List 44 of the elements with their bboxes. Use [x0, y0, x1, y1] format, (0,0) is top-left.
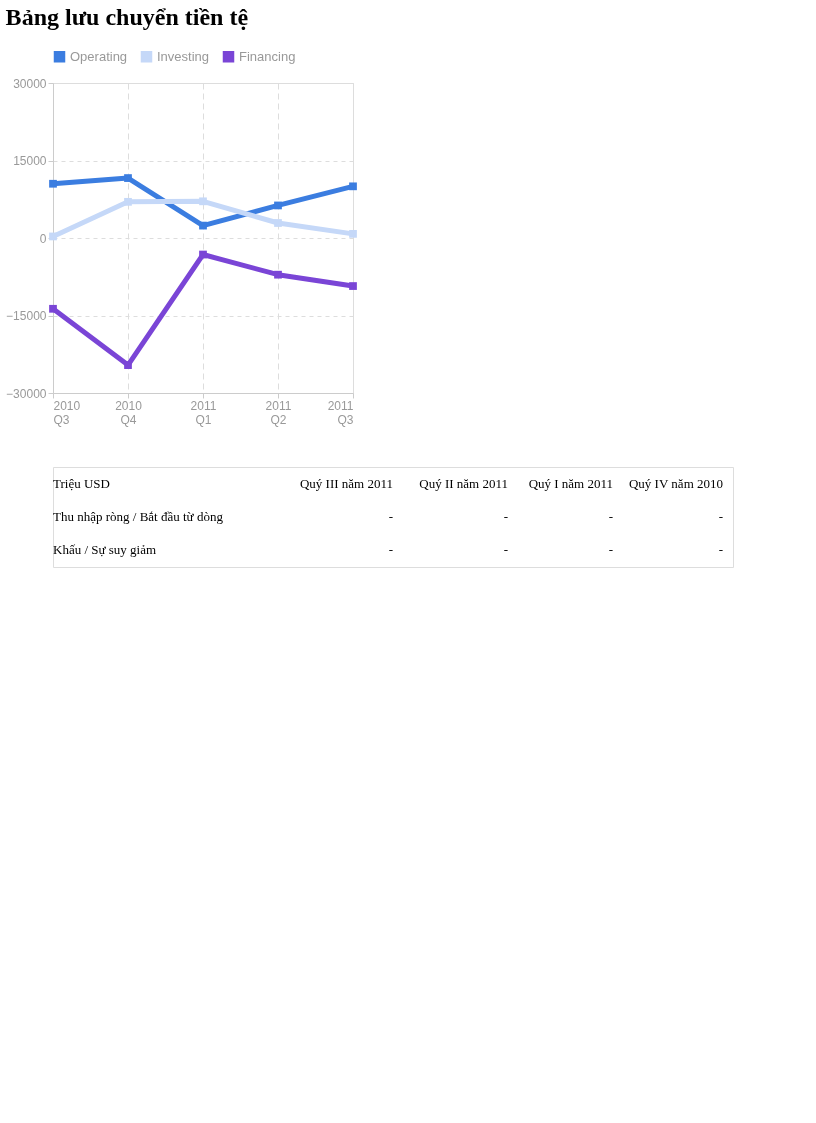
- point: [124, 174, 132, 182]
- text: Thu nhập ròng / Bắt đầu từ dòng: [53, 509, 224, 524]
- point: [274, 270, 282, 279]
- y-tick-label: 0: [39, 231, 47, 246]
- point: [349, 182, 357, 191]
- point: [199, 221, 207, 230]
- text: -: [718, 509, 723, 524]
- point: [274, 201, 282, 210]
- x-tick-label: 2010 Q4: [115, 398, 143, 427]
- x-tick-label: 2011 Q1: [190, 398, 217, 427]
- text: -: [503, 542, 508, 558]
- text: Khấu / Sự suy giảm: [53, 542, 157, 558]
- text: -: [503, 509, 508, 524]
- x-tick-label: 2010 Q3: [53, 398, 81, 427]
- point: [199, 197, 207, 206]
- x-tick-label: 2011 Q3: [327, 398, 354, 427]
- y-tick-label: −15000: [6, 309, 47, 323]
- text: Quý I năm 2011: [528, 475, 613, 491]
- text: Quý II năm 2011: [419, 475, 508, 491]
- text: Quý IV năm 2010: [628, 475, 723, 491]
- point: [49, 179, 57, 188]
- text: -: [608, 542, 613, 558]
- text: -: [718, 542, 723, 558]
- legend-label: Financing: [239, 48, 296, 64]
- point: [124, 361, 132, 369]
- point: [349, 229, 357, 238]
- text: -: [388, 509, 393, 524]
- point: [124, 197, 132, 206]
- legend-label: Operating: [70, 48, 128, 64]
- point: [199, 250, 207, 259]
- y-tick-label: −30000: [6, 386, 47, 401]
- point: [49, 304, 57, 313]
- point: [274, 219, 282, 227]
- y-tick-label: 15000: [13, 154, 47, 168]
- legend-label: Investing: [157, 48, 210, 64]
- text: -: [608, 509, 613, 524]
- point: [349, 282, 357, 290]
- point: [49, 232, 57, 241]
- text: -: [388, 542, 393, 558]
- text: Triệu USD: [53, 475, 110, 491]
- text: Quý III năm 2011: [299, 475, 393, 491]
- chart-title: Bảng lưu chuyển tiền tệ: [5, 4, 249, 30]
- y-tick-label: 30000: [13, 76, 47, 91]
- x-tick-label: 2011 Q2: [265, 398, 292, 427]
